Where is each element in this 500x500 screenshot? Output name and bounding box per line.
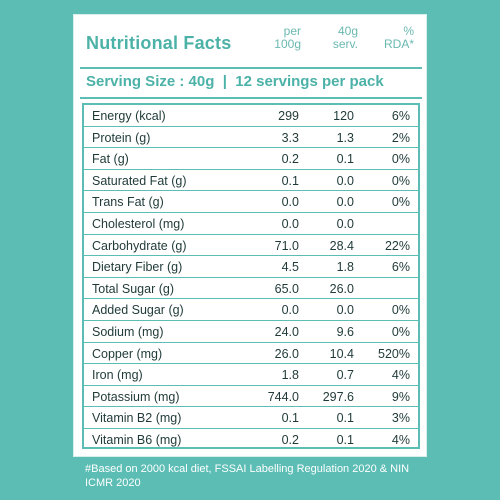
- value-per-serving: 297.6: [322, 389, 354, 404]
- table-row: Added Sugar (g) 0.0 0.0 0%: [84, 299, 418, 321]
- value-rda: 0%: [391, 195, 410, 210]
- nutrient-name: Vitamin B6 (mg): [92, 432, 182, 447]
- label-title: Nutritional Facts: [86, 33, 232, 53]
- value-per-100g: 3.3: [281, 130, 299, 145]
- value-per-100g: 4.5: [281, 260, 299, 275]
- nutrient-name: Added Sugar (g): [92, 303, 184, 318]
- column-header-per-serving: 40g serv.: [332, 24, 358, 51]
- nutrition-label: Nutritional Facts per 100g 40g serv. % R…: [73, 14, 427, 457]
- table-row: Total Sugar (g) 65.0 26.0: [84, 278, 418, 300]
- nutrient-name: Energy (kcal): [92, 109, 166, 123]
- value-rda: 0%: [391, 173, 410, 188]
- table-row: Dietary Fiber (g) 4.5 1.8 6%: [84, 256, 418, 278]
- value-rda: 4%: [391, 368, 410, 383]
- value-per-serving: 0.0: [336, 216, 354, 231]
- value-rda: 0%: [391, 152, 410, 167]
- nutrient-name: Iron (mg): [92, 368, 143, 383]
- nutrient-name: Copper (mg): [92, 346, 163, 361]
- column-header-rda: % RDA*: [383, 24, 414, 51]
- value-per-100g: 0.2: [281, 152, 299, 167]
- value-rda: 3%: [391, 411, 410, 426]
- nutrient-name: Saturated Fat (g): [92, 173, 187, 188]
- nutrient-name: Fat (g): [92, 152, 129, 167]
- value-per-serving: 0.0: [336, 195, 354, 210]
- table-row: Energy (kcal) 299 120 6%: [84, 105, 418, 127]
- value-per-serving: 9.6: [336, 324, 354, 339]
- value-per-100g: 26.0: [274, 346, 299, 361]
- table-row: Fat (g) 0.2 0.1 0%: [84, 148, 418, 170]
- nutrient-name: Vitamin B2 (mg): [92, 411, 182, 426]
- value-per-serving: 1.3: [336, 130, 354, 145]
- value-per-serving: 0.0: [336, 173, 354, 188]
- value-rda: 2%: [391, 130, 410, 145]
- value-per-100g: 0.1: [281, 411, 299, 426]
- value-per-100g: 0.0: [281, 303, 299, 318]
- value-per-serving: 26.0: [329, 281, 354, 296]
- value-per-100g: 65.0: [274, 281, 299, 296]
- nutrient-table: Energy (kcal) 299 120 6% Protein (g) 3.3 1.3 2%…: [82, 103, 420, 449]
- table-row: Sodium (mg) 24.0 9.6 0%: [84, 321, 418, 343]
- value-rda: 9%: [391, 389, 410, 404]
- nutrient-name: Potassium (mg): [92, 389, 180, 404]
- nutrient-name: Total Sugar (g): [92, 281, 174, 296]
- value-per-100g: 299: [278, 109, 299, 123]
- value-per-serving: 10.4: [329, 346, 354, 361]
- value-per-serving: 0.1: [336, 432, 354, 447]
- value-per-100g: 24.0: [274, 324, 299, 339]
- value-per-serving: 120: [333, 109, 354, 123]
- table-row: Saturated Fat (g) 0.1 0.0 0%: [84, 170, 418, 192]
- table-row: Copper (mg) 26.0 10.4 520%: [84, 343, 418, 365]
- value-per-100g: 744.0: [267, 389, 299, 404]
- table-row: Potassium (mg) 744.0 297.6 9%: [84, 386, 418, 408]
- value-per-100g: 71.0: [274, 238, 299, 253]
- column-header-per-100g: per 100g: [274, 24, 301, 51]
- value-per-serving: 28.4: [329, 238, 354, 253]
- table-row: Iron (mg) 1.8 0.7 4%: [84, 364, 418, 386]
- nutrient-name: Dietary Fiber (g): [92, 260, 183, 275]
- value-rda: 6%: [391, 109, 410, 123]
- value-per-serving: 0.1: [336, 152, 354, 167]
- footnote: #Based on 2000 kcal diet, FSSAI Labellin…: [85, 463, 410, 489]
- nutrient-name: Protein (g): [92, 130, 151, 145]
- value-per-100g: 0.0: [281, 216, 299, 231]
- value-rda: 6%: [391, 260, 410, 275]
- value-rda: 22%: [384, 238, 410, 253]
- table-row: Cholesterol (mg) 0.0 0.0: [84, 213, 418, 235]
- value-rda: 4%: [391, 432, 410, 447]
- value-rda: 0%: [391, 303, 410, 318]
- value-per-100g: 0.2: [281, 432, 299, 447]
- table-row: Vitamin B6 (mg) 0.2 0.1 4%: [84, 429, 418, 451]
- nutrient-name: Trans Fat (g): [92, 195, 164, 210]
- value-rda: 0%: [391, 324, 410, 339]
- value-per-serving: 0.0: [336, 303, 354, 318]
- value-per-100g: 0.1: [281, 173, 299, 188]
- value-per-serving: 0.7: [336, 368, 354, 383]
- value-per-serving: 1.8: [336, 260, 354, 275]
- nutrient-name: Sodium (mg): [92, 324, 164, 339]
- table-row: Vitamin B2 (mg) 0.1 0.1 3%: [84, 407, 418, 429]
- table-row: Trans Fat (g) 0.0 0.0 0%: [84, 191, 418, 213]
- serving-size: Serving Size : 40g | 12 servings per pac…: [86, 73, 384, 90]
- value-per-serving: 0.1: [336, 411, 354, 426]
- value-rda: 520%: [378, 346, 410, 361]
- value-per-100g: 1.8: [281, 368, 299, 383]
- nutrient-name: Cholesterol (mg): [92, 216, 185, 231]
- divider-bottom: [80, 97, 422, 99]
- divider-top: [80, 67, 422, 69]
- nutrient-name: Carbohydrate (g): [92, 238, 187, 253]
- table-row: Carbohydrate (g) 71.0 28.4 22%: [84, 235, 418, 257]
- value-per-100g: 0.0: [281, 195, 299, 210]
- label-header: Nutritional Facts per 100g 40g serv. % R…: [74, 15, 428, 67]
- table-row: Protein (g) 3.3 1.3 2%: [84, 127, 418, 149]
